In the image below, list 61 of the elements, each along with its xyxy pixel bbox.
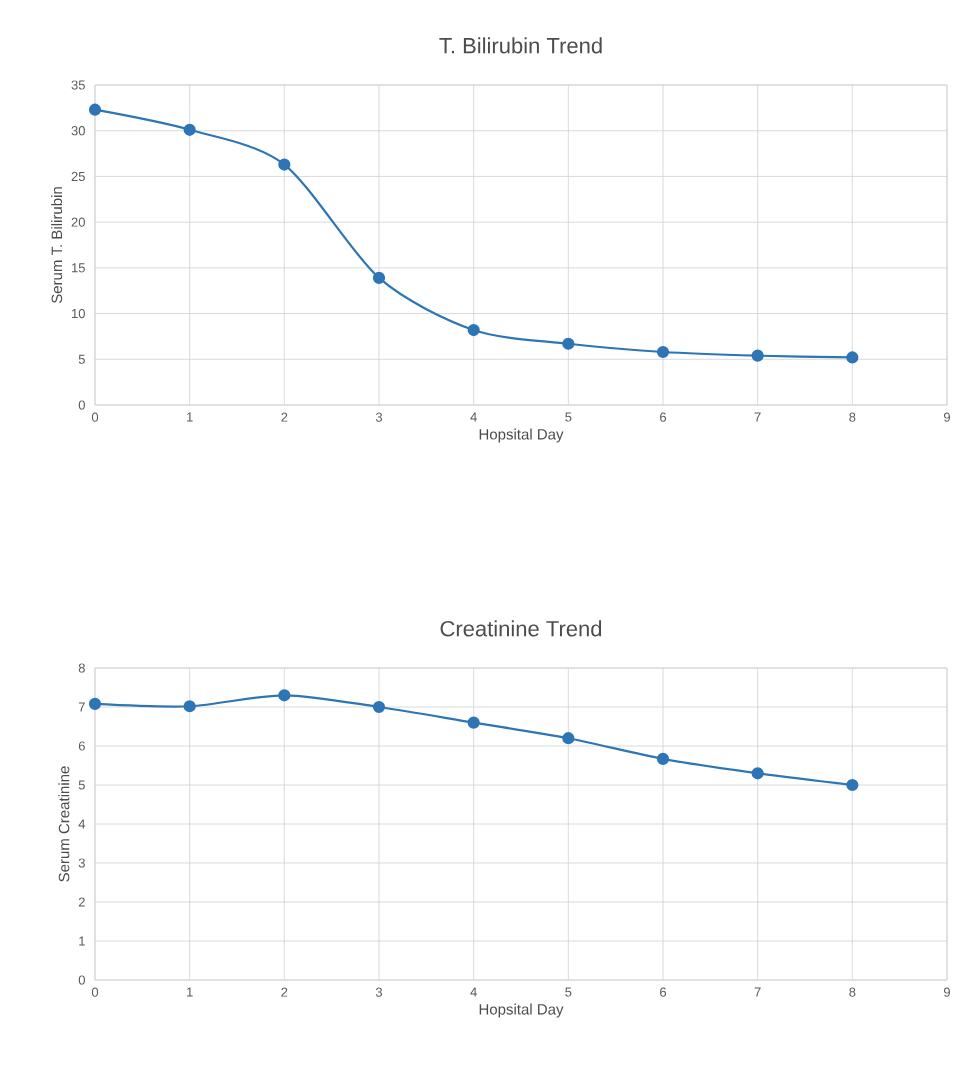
y-tick-label: 20 [71, 217, 85, 227]
y-tick-label: 10 [72, 308, 85, 319]
y-tick-label: 30 [71, 126, 85, 136]
point [467, 716, 480, 729]
y-tick-label: 35 [71, 80, 85, 90]
x-tick-label: 7 [754, 987, 761, 997]
chart-title: T. Bilirubin Trend [439, 37, 602, 54]
point [656, 345, 670, 359]
y-tick-label: 1 [79, 936, 85, 946]
y-tick-label: 0 [78, 400, 85, 410]
y-tick-label: 25 [71, 171, 85, 182]
x-tick-label: 3 [375, 412, 383, 422]
x-tick-label: 3 [375, 987, 383, 997]
x-tick-label: 2 [281, 987, 288, 997]
point [278, 689, 291, 702]
y-tick-label: 2 [78, 897, 85, 907]
x-axis-title: Hopsital Day [479, 1003, 564, 1018]
x-tick-label: 5 [565, 412, 572, 422]
x-tick-label: 6 [660, 987, 667, 997]
point [183, 700, 196, 713]
y-axis-title: Serum Creatinine [58, 766, 70, 882]
point [846, 351, 859, 364]
point [88, 103, 102, 116]
y-axis-title: Serum T. Bilirubin [51, 187, 63, 304]
y-tick-label: 3 [78, 858, 85, 868]
chart-title: Creatinine Trend [440, 620, 602, 637]
point [656, 752, 670, 765]
point [372, 271, 386, 285]
y-tick-label: 4 [78, 819, 86, 829]
point [751, 349, 764, 362]
point [562, 732, 575, 745]
y-tick-label: 7 [78, 702, 85, 712]
x-tick-label: 0 [91, 987, 99, 997]
x-axis-title: Hopsital Day [479, 428, 564, 443]
y-tick-label: 15 [72, 263, 85, 273]
point [278, 158, 291, 171]
point [183, 123, 196, 136]
x-tick-label: 5 [565, 987, 572, 997]
x-tick-label: 9 [944, 412, 951, 422]
x-tick-label: 1 [187, 412, 193, 422]
point [562, 337, 575, 350]
x-tick-label: 4 [470, 987, 477, 997]
y-tick-label: 8 [78, 663, 85, 673]
y-tick-label: 6 [78, 741, 85, 751]
x-tick-label: 6 [660, 412, 667, 422]
point [846, 778, 859, 792]
x-tick-label: 1 [187, 987, 193, 997]
y-tick-label: 5 [78, 780, 85, 790]
point [751, 767, 764, 780]
x-tick-label: 8 [849, 412, 856, 422]
y-tick-label: 0 [78, 975, 85, 985]
x-tick-label: 0 [91, 412, 99, 422]
y-tick-label: 5 [78, 354, 85, 364]
x-tick-label: 9 [944, 987, 951, 997]
point [88, 697, 102, 710]
x-tick-label: 2 [281, 412, 288, 422]
x-tick-label: 8 [849, 987, 856, 997]
point [467, 323, 480, 337]
point [372, 700, 386, 714]
x-tick-label: 7 [754, 412, 761, 422]
x-tick-label: 4 [470, 412, 477, 422]
